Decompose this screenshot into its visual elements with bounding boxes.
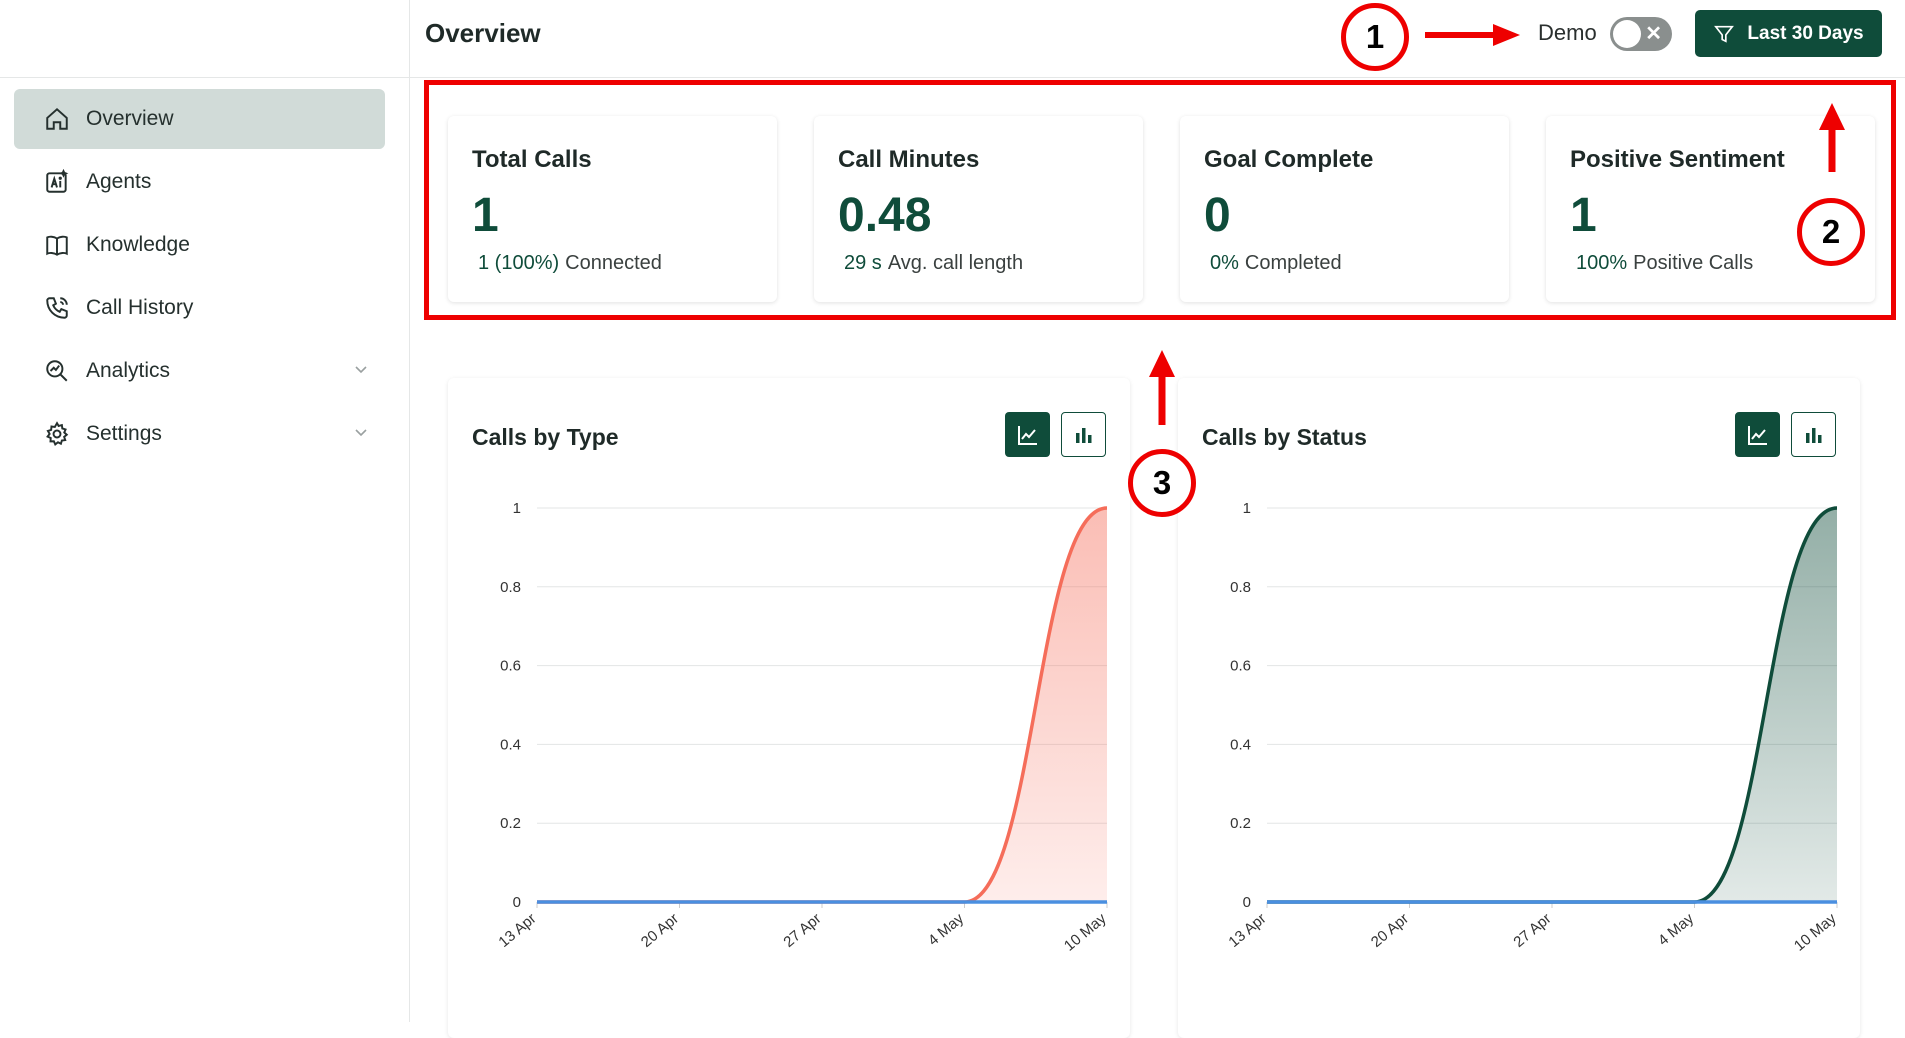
chart-title: Calls by Status (1202, 424, 1367, 450)
line-chart-icon (1747, 425, 1767, 445)
stat-caption: Positive Calls (1633, 252, 1754, 274)
y-tick-label: 0 (1243, 894, 1251, 911)
filter-icon (1714, 25, 1735, 43)
stat-value: 1 (472, 189, 499, 242)
chart-title: Calls by Type (472, 424, 619, 450)
series-area (537, 508, 1107, 902)
series-area (1267, 508, 1837, 902)
sidebar-item-label: Agents (86, 170, 152, 193)
date-filter-button[interactable]: Last 30 Days (1695, 10, 1882, 57)
sidebar-item-label: Knowledge (86, 233, 190, 256)
stat-caption: Completed (1244, 252, 1342, 274)
sidebar-item-call-history[interactable]: Call History (14, 278, 385, 338)
sidebar-item-label: Settings (86, 422, 162, 445)
annotation-marker-1: 1 (1341, 3, 1409, 71)
y-tick-label: 0.2 (500, 815, 521, 832)
stat-title: Total Calls (472, 146, 592, 173)
y-tick-label: 0.4 (1230, 736, 1251, 753)
sidebar-nav: Overview Agents Knowledge Call History A… (14, 89, 385, 467)
sidebar-item-analytics[interactable]: Analytics (14, 341, 385, 401)
stat-title: Call Minutes (838, 146, 980, 173)
ai-agent-icon (42, 167, 72, 197)
line-chart-icon (1017, 425, 1037, 445)
stat-subtext: 100% Positive Calls (1576, 252, 1753, 275)
sidebar: Overview Agents Knowledge Call History A… (0, 0, 410, 1022)
line-chart-toggle[interactable] (1735, 412, 1780, 457)
gear-icon (42, 419, 72, 449)
stat-title: Goal Complete (1204, 146, 1374, 173)
y-tick-label: 0.8 (500, 579, 521, 596)
stat-card-call-minutes: Call Minutes 0.48 29 s Avg. call length (814, 116, 1143, 302)
y-tick-label: 0 (513, 894, 521, 911)
toggle-knob (1613, 20, 1641, 48)
chevron-down-icon[interactable] (353, 361, 369, 382)
stat-value: 0.48 (838, 189, 932, 242)
y-tick-label: 0.8 (1230, 579, 1251, 596)
stat-highlight: 29 s (844, 252, 882, 274)
demo-toggle[interactable]: ✕ (1610, 17, 1672, 51)
book-icon (42, 230, 72, 260)
bar-chart-toggle[interactable] (1061, 412, 1106, 457)
stat-subtext: 0% Completed (1210, 252, 1342, 275)
bar-chart-toggle[interactable] (1791, 412, 1836, 457)
stat-caption: Avg. call length (887, 252, 1024, 274)
bar-chart-icon (1075, 427, 1091, 443)
annotation-marker-2: 2 (1797, 198, 1865, 266)
bar-chart-icon (1805, 427, 1821, 443)
annotation-highlight-box (424, 80, 1896, 320)
stat-title: Positive Sentiment (1570, 146, 1785, 173)
stat-card-total-calls: Total Calls 1 1 (100%) Connected (448, 116, 777, 302)
annotation-arrow-3 (1149, 350, 1175, 425)
close-icon: ✕ (1645, 23, 1662, 45)
stat-value: 1 (1570, 189, 1597, 242)
y-tick-label: 1 (513, 500, 521, 517)
annotation-marker-3: 3 (1128, 449, 1196, 517)
y-tick-label: 0.2 (1230, 815, 1251, 832)
analytics-icon (42, 356, 72, 386)
chevron-down-icon[interactable] (353, 424, 369, 445)
sidebar-item-label: Analytics (86, 359, 171, 382)
stat-highlight: 0% (1210, 252, 1239, 274)
chart-card-calls-by-type: Calls by Type 0 0.2 0.4 0.6 0.8 1 13 Apr 20 Apr… (448, 378, 1130, 1038)
sidebar-header (0, 0, 409, 78)
sidebar-item-knowledge[interactable]: Knowledge (14, 215, 385, 275)
stat-subtext: 1 (100%) Connected (478, 252, 662, 275)
home-icon (42, 104, 72, 134)
stat-highlight: 1 (100%) (478, 252, 560, 274)
top-header: Overview Demo ✕ Last 30 Days (410, 0, 1905, 78)
date-filter-label: Last 30 Days (1747, 22, 1864, 44)
stat-caption: Connected (565, 252, 662, 274)
demo-label: Demo (1538, 20, 1597, 45)
sidebar-item-label: Call History (86, 296, 194, 319)
stat-value: 0 (1204, 189, 1231, 242)
line-chart-toggle[interactable] (1005, 412, 1050, 457)
sidebar-item-agents[interactable]: Agents (14, 152, 385, 212)
sidebar-item-label: Overview (86, 107, 174, 130)
y-tick-label: 0.6 (500, 658, 521, 675)
stat-card-goal-complete: Goal Complete 0 0% Completed (1180, 116, 1509, 302)
y-tick-label: 0.6 (1230, 658, 1251, 675)
y-tick-label: 0.4 (500, 736, 521, 753)
page-title: Overview (425, 18, 541, 48)
stat-subtext: 29 s Avg. call length (844, 252, 1023, 275)
y-tick-label: 1 (1243, 500, 1251, 517)
chart-card-calls-by-status: Calls by Status 0 0.2 0.4 0.6 0.8 1 13 Apr 20 A… (1178, 378, 1860, 1038)
annotation-arrow-2 (1819, 103, 1845, 172)
phone-icon (42, 293, 72, 323)
sidebar-item-overview[interactable]: Overview (14, 89, 385, 149)
annotation-arrow-1 (1425, 24, 1520, 46)
stat-highlight: 100% (1576, 252, 1628, 274)
sidebar-item-settings[interactable]: Settings (14, 404, 385, 464)
